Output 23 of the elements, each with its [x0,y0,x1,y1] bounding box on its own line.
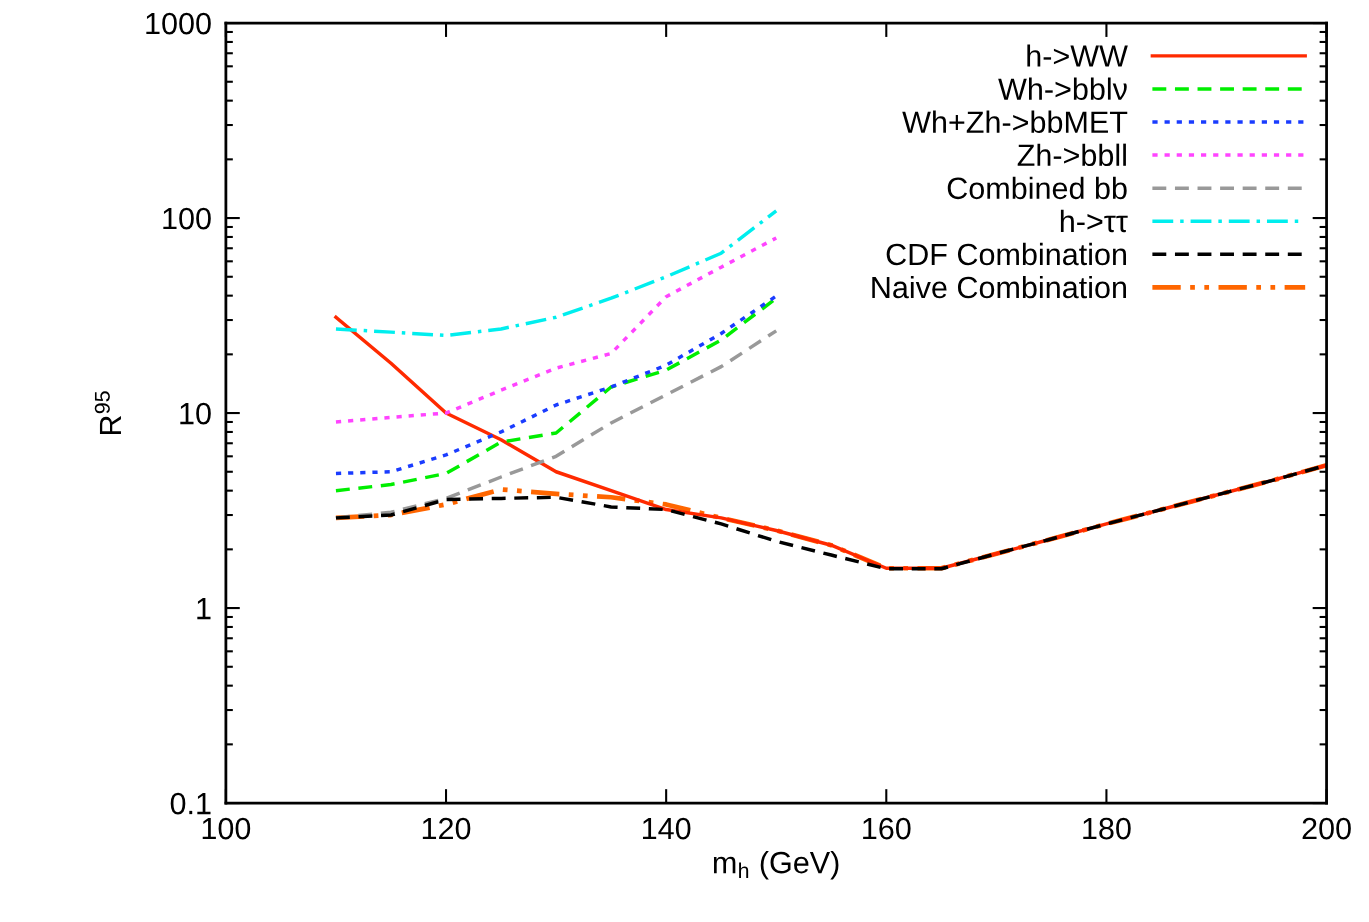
x-tick-label: 120 [422,817,471,840]
y-tick-label: 10 [180,402,211,425]
legend-label: Zh->bbll [1017,143,1126,167]
legend-label: Combined bb [947,176,1127,200]
x-axis-title: m$_{h}$ (GeV) [713,850,839,880]
y-tick-label: 0.1 [170,792,211,815]
x-tick-label: 100 [202,817,251,840]
line-series [334,209,778,338]
x-tick-label: 200 [1302,817,1351,840]
y-tick-label: 1000 [146,12,211,35]
y-tick-label: 100 [163,207,211,230]
x-tick-label: 140 [643,817,691,840]
y-axis-title: R$^{95}$ [94,391,121,435]
line-series [334,236,778,424]
legend-label: Wh+Zh->bbMET [902,110,1128,134]
legend-label: Wh->bblν [998,77,1127,100]
legend-label: CDF Combination [886,242,1126,266]
legend-label: Naive Combination [872,275,1126,299]
legend-label: h->WW [1027,44,1128,67]
x-tick-label: 160 [863,817,911,840]
y-tick-label: 1 [197,598,211,620]
x-tick-label: 180 [1083,817,1131,840]
legend-label: h->ττ [1060,209,1128,233]
